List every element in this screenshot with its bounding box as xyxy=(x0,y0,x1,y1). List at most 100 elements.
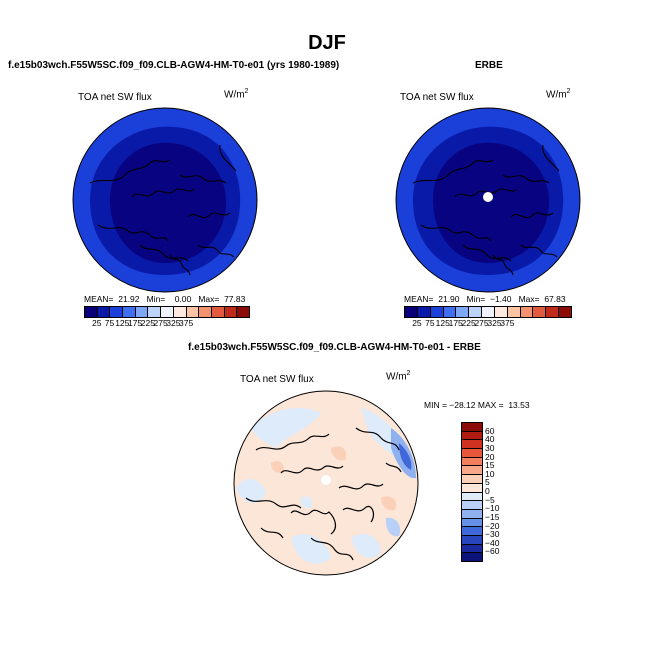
obs-colorbar xyxy=(404,306,572,318)
colorbar-swatch xyxy=(462,527,482,536)
model-coastlines xyxy=(89,144,237,276)
colorbar-swatch xyxy=(405,307,418,317)
diff-polar-map xyxy=(233,390,419,576)
colorbar-label: 15 xyxy=(485,460,495,471)
colorbar-swatch xyxy=(462,544,482,554)
obs-colorbar-labels: 25 75 125 175 225 275 325 375 xyxy=(404,318,572,330)
colorbar-swatch xyxy=(494,307,508,317)
colorbar-swatch xyxy=(110,307,124,317)
colorbar-label: 0 xyxy=(485,486,490,496)
colorbar-label: 25 xyxy=(92,318,102,328)
obs-missing-pole xyxy=(483,192,493,202)
colorbar-swatch xyxy=(462,518,482,528)
colorbar-swatch xyxy=(186,307,200,317)
obs-stats: MEAN= 21.90 Min= −1.40 Max= 67.83 xyxy=(404,294,566,304)
colorbar-swatch xyxy=(456,307,470,317)
colorbar-swatch xyxy=(123,307,136,317)
colorbar-label: 275 xyxy=(474,318,489,328)
colorbar-label: 40 xyxy=(485,434,495,445)
colorbar-swatch xyxy=(462,509,482,519)
colorbar-swatch xyxy=(85,307,98,317)
diff-coastlines xyxy=(245,427,402,561)
colorbar-swatch xyxy=(462,501,482,510)
model-units: W/m2 xyxy=(224,88,249,101)
colorbar-swatch xyxy=(199,307,212,317)
colorbar-swatch xyxy=(97,307,111,317)
colorbar-swatch xyxy=(224,307,238,317)
diff-units: W/m2 xyxy=(386,370,411,383)
colorbar-swatch xyxy=(462,475,482,484)
colorbar-label: −30 xyxy=(485,529,500,540)
diff-field-label: TOA net SW flux xyxy=(240,374,314,385)
colorbar-swatch xyxy=(520,307,534,317)
colorbar-label: 60 xyxy=(485,425,495,436)
model-polar-map xyxy=(72,107,258,293)
colorbar-label: 375 xyxy=(179,318,194,328)
colorbar-label: 375 xyxy=(500,318,515,328)
colorbar-swatch xyxy=(559,307,571,317)
colorbar-label: 20 xyxy=(485,451,495,462)
colorbar-label: 125 xyxy=(115,318,130,328)
colorbar-swatch xyxy=(237,307,249,317)
colorbar-swatch xyxy=(462,423,482,432)
colorbar-swatch xyxy=(482,307,495,317)
model-colorbar-labels: 25 75 125 175 225 275 325 375 xyxy=(84,318,250,330)
colorbar-label: 225 xyxy=(140,318,155,328)
colorbar-swatch xyxy=(161,307,174,317)
diff-panel-title: f.e15b03wch.F55W5SC.f09_f09.CLB-AGW4-HM-… xyxy=(188,342,481,353)
colorbar-label: 5 xyxy=(485,477,490,488)
colorbar-label: 75 xyxy=(104,318,115,328)
colorbar-swatch xyxy=(462,440,482,450)
colorbar-label: 275 xyxy=(153,318,168,328)
colorbar-label: 325 xyxy=(166,318,181,328)
colorbar-swatch xyxy=(417,307,431,317)
colorbar-label: 175 xyxy=(448,318,463,328)
colorbar-swatch xyxy=(430,307,444,317)
colorbar-swatch xyxy=(462,457,482,467)
colorbar-label: −10 xyxy=(485,503,500,514)
colorbar-swatch xyxy=(462,535,482,545)
colorbar-swatch xyxy=(462,449,482,458)
colorbar-swatch xyxy=(173,307,187,317)
colorbar-label: 325 xyxy=(487,318,502,328)
colorbar-swatch xyxy=(533,307,547,317)
colorbar-label: −5 xyxy=(485,494,495,505)
colorbar-label: 125 xyxy=(435,318,450,328)
colorbar-swatch xyxy=(507,307,521,317)
colorbar-swatch xyxy=(469,307,483,317)
colorbar-swatch xyxy=(462,553,482,561)
colorbar-swatch xyxy=(462,492,482,502)
diff-colorbar-labels: 60 40 30 20 15 10 5 0 −5 −10 −15 −20 −30 −40 −60 xyxy=(485,422,525,560)
diff-colorbar xyxy=(461,422,483,562)
colorbar-swatch xyxy=(462,466,482,476)
obs-units: W/m2 xyxy=(546,88,571,101)
diff-minmax: MIN = −28.12 MAX = 13.53 xyxy=(424,400,530,410)
colorbar-label: 30 xyxy=(485,442,495,453)
colorbar-swatch xyxy=(211,307,225,317)
colorbar-swatch xyxy=(462,483,482,493)
obs-polar-map xyxy=(395,107,581,293)
colorbar-label: 75 xyxy=(425,318,435,328)
diff-missing-pole xyxy=(321,475,331,485)
colorbar-label: 10 xyxy=(485,468,495,479)
colorbar-swatch xyxy=(148,307,162,317)
obs-coastlines xyxy=(412,144,560,276)
colorbar-label: −60 xyxy=(485,546,500,557)
obs-panel-title: ERBE xyxy=(475,60,503,71)
colorbar-swatch xyxy=(546,307,560,317)
model-colorbar xyxy=(84,306,250,318)
main-title: DJF xyxy=(308,32,346,54)
colorbar-swatch xyxy=(135,307,149,317)
colorbar-label: 25 xyxy=(412,318,422,328)
model-panel-title: f.e15b03wch.F55W5SC.f09_f09.CLB-AGW4-HM-… xyxy=(8,60,340,71)
colorbar-label: 175 xyxy=(127,318,143,328)
colorbar-swatch xyxy=(443,307,457,317)
colorbar-label: −20 xyxy=(485,520,500,531)
colorbar-label: −15 xyxy=(485,511,500,522)
colorbar-label: −40 xyxy=(485,537,500,548)
model-field-label: TOA net SW flux xyxy=(78,92,152,103)
colorbar-swatch xyxy=(462,431,482,441)
colorbar-label: 225 xyxy=(461,318,476,328)
model-stats: MEAN= 21.92 Min= 0.00 Max= 77.83 xyxy=(84,294,246,304)
obs-field-label: TOA net SW flux xyxy=(400,92,474,103)
